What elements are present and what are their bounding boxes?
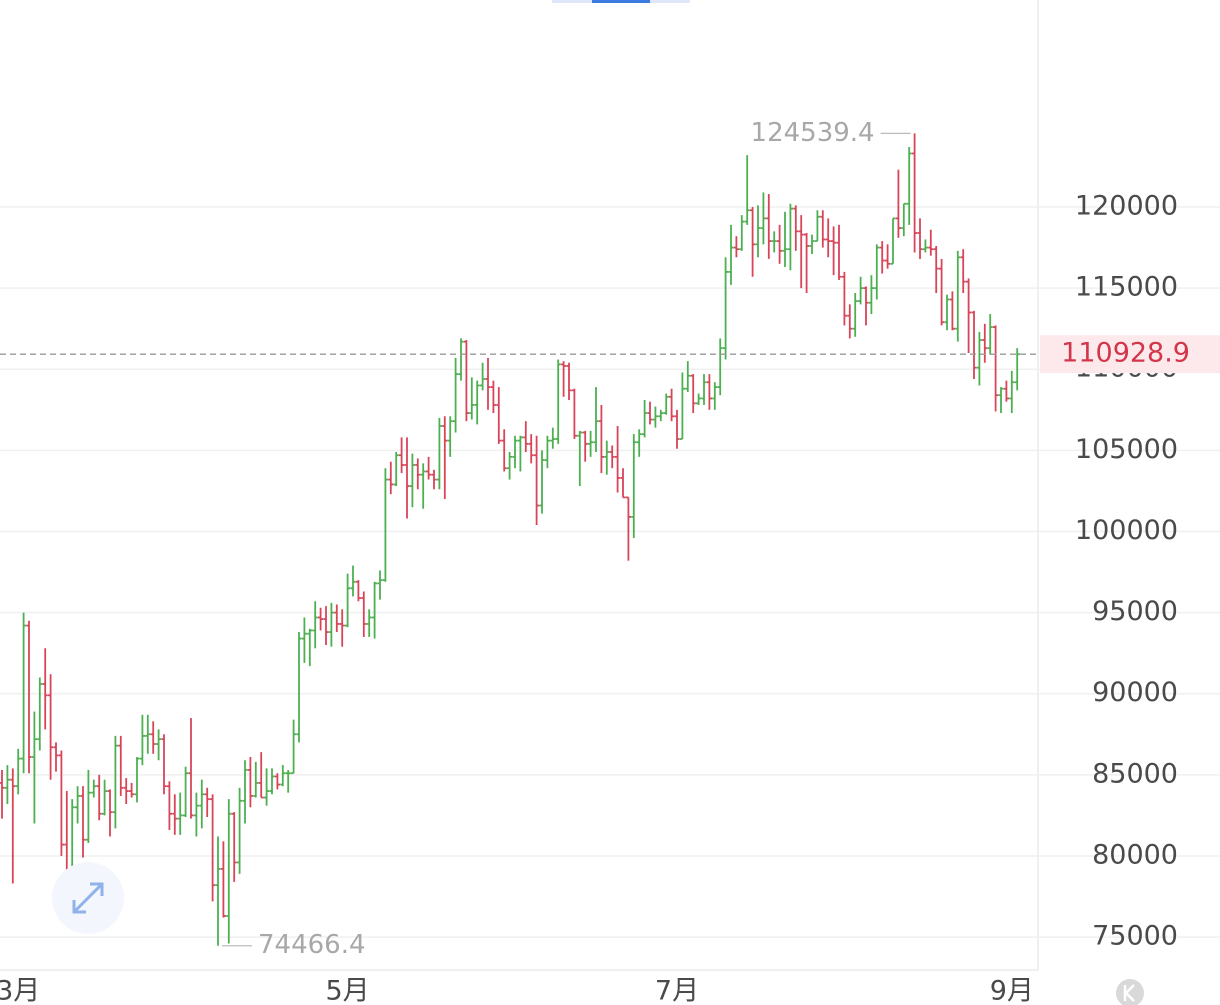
y-tick-label: 105000 bbox=[1075, 434, 1178, 465]
last-price-bg bbox=[1040, 335, 1220, 374]
top-tab-active bbox=[592, 0, 650, 3]
y-tick-label: 115000 bbox=[1075, 272, 1178, 303]
y-tick-label: 80000 bbox=[1092, 839, 1178, 870]
grid: 75000 80000 85000 90000 95000 100000 105000 110… bbox=[0, 191, 1220, 1005]
y-tick-label: 75000 bbox=[1092, 921, 1178, 952]
x-tick-label: 5月 bbox=[326, 976, 370, 1005]
y-tick-label: 100000 bbox=[1075, 515, 1178, 546]
expand-button[interactable] bbox=[52, 862, 124, 934]
expand-icon[interactable] bbox=[72, 882, 104, 914]
y-tick-label: 90000 bbox=[1092, 677, 1178, 708]
bars bbox=[0, 133, 1020, 946]
k-icon[interactable] bbox=[1123, 984, 1135, 1002]
overlay: 124539.4 74466.4 110928.9 bbox=[0, 118, 1220, 960]
x-tick-label: 3月 bbox=[0, 976, 40, 1005]
y-tick-label: 120000 bbox=[1075, 191, 1178, 222]
high-label: 124539.4 bbox=[751, 118, 875, 148]
x-tick-label: 9月 bbox=[990, 976, 1034, 1005]
k-button[interactable] bbox=[1116, 979, 1144, 1005]
y-tick-label: 95000 bbox=[1092, 596, 1178, 627]
y-tick-label: 85000 bbox=[1092, 758, 1178, 789]
k-button-bg[interactable] bbox=[1116, 979, 1144, 1005]
low-label: 74466.4 bbox=[258, 930, 366, 960]
x-tick-label: 7月 bbox=[655, 976, 699, 1005]
last-price-label: 110928.9 bbox=[1061, 338, 1190, 369]
